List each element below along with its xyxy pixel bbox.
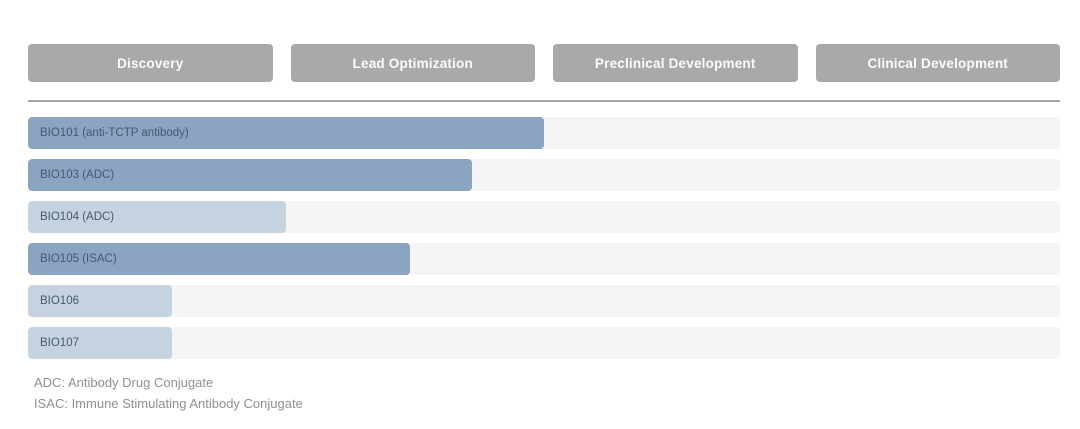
stage-header-discovery: Discovery: [28, 44, 273, 82]
pipeline-content: Discovery Lead Optimization Preclinical …: [28, 44, 1060, 414]
pipeline-bar: BIO104 (ADC): [28, 201, 286, 233]
pipeline-track: BIO106: [28, 285, 1060, 317]
footnote-adc: ADC: Antibody Drug Conjugate: [34, 375, 214, 390]
stage-header-row: Discovery Lead Optimization Preclinical …: [28, 44, 1060, 82]
pipeline-bar: BIO101 (anti-TCTP antibody): [28, 117, 544, 149]
header-separator-line: [28, 100, 1060, 102]
pipeline-track: BIO101 (anti-TCTP antibody): [28, 117, 1060, 149]
pipeline-bar-label: BIO107: [40, 337, 79, 349]
pipeline-bar: BIO106: [28, 285, 173, 317]
pipeline-rows: BIO101 (anti-TCTP antibody) BIO103 (ADC)…: [28, 117, 1060, 359]
pipeline-track: BIO107: [28, 327, 1060, 359]
pipeline-bar-label: BIO105 (ISAC): [40, 253, 117, 265]
pipeline-track: BIO104 (ADC): [28, 201, 1060, 233]
stage-header-preclinical-development: Preclinical Development: [553, 44, 798, 82]
stage-header-label: Lead Optimization: [352, 55, 473, 71]
stage-header-lead-optimization: Lead Optimization: [290, 44, 535, 82]
pipeline-bar-label: BIO104 (ADC): [40, 211, 115, 223]
footnote-isac: ISAC: Immune Stimulating Antibody Conjug…: [34, 396, 303, 411]
pipeline-bar-label: BIO103 (ADC): [40, 169, 115, 181]
pipeline-track: BIO103 (ADC): [28, 159, 1060, 191]
pipeline-track: BIO105 (ISAC): [28, 243, 1060, 275]
pipeline-bar-label: BIO106: [40, 295, 79, 307]
pipeline-bar: BIO103 (ADC): [28, 159, 472, 191]
pipeline-bar: BIO107: [28, 327, 173, 359]
stage-header-label: Discovery: [117, 55, 184, 71]
footnotes: ADC: Antibody Drug Conjugate ISAC: Immun…: [34, 372, 1060, 414]
stage-header-label: Clinical Development: [867, 55, 1009, 71]
stage-header-clinical-development: Clinical Development: [815, 44, 1060, 82]
pipeline-bar-label: BIO101 (anti-TCTP antibody): [40, 127, 189, 139]
pipeline-bar: BIO105 (ISAC): [28, 243, 410, 275]
stage-header-label: Preclinical Development: [594, 55, 756, 71]
